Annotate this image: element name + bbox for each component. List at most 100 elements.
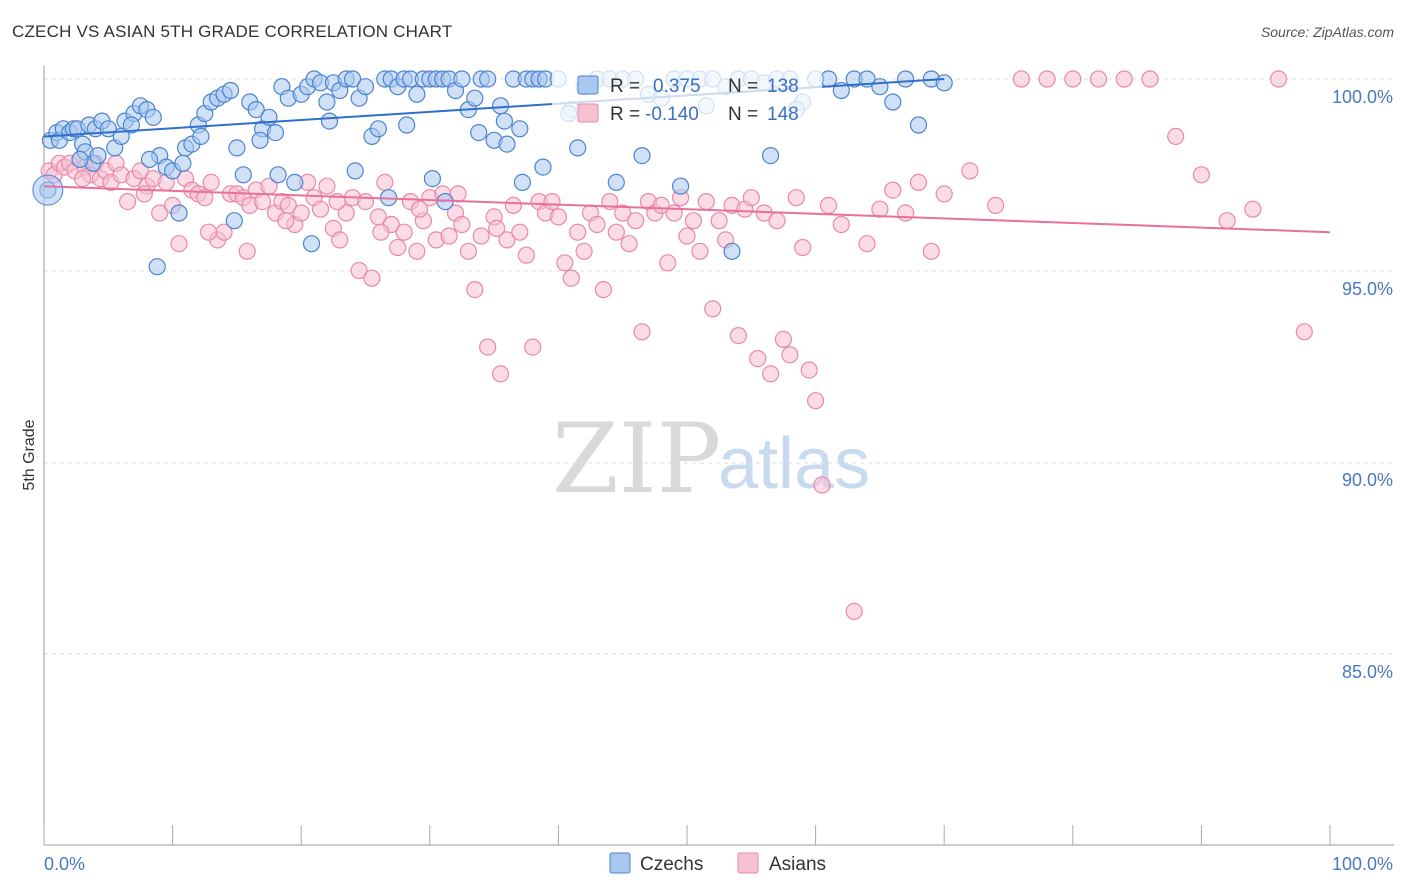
asian-point [800,361,818,379]
asian-point [691,242,709,260]
asian-point [1141,70,1159,88]
czech-point [234,166,252,184]
asian-point [710,212,728,230]
watermark-zip: ZIP [552,403,721,515]
asian-point [318,177,336,195]
y-tick-label-100: 100.0% [1332,87,1393,107]
asian-point [749,350,767,368]
czech-point [174,154,192,172]
asian-point [200,223,218,241]
asian-point [626,212,645,230]
chart-title: CZECH VS ASIAN 5TH GRADE CORRELATION CHA… [12,22,453,41]
czechs-legend-swatch [577,75,599,95]
asian-point [453,215,471,234]
asians-r-label: R = [610,104,640,125]
asians-points [40,70,1313,621]
asian-point [131,162,149,180]
czech-point [534,158,552,176]
czech-point [247,100,265,119]
asian-point [517,246,535,264]
czech-point [423,170,441,188]
asians-trend-line [43,185,1331,234]
asian-point [118,193,137,211]
asian-point [562,269,580,287]
asian-point [549,208,568,226]
asian-point [395,223,413,241]
czech-point [148,258,166,276]
asian-point [1064,70,1082,88]
asian-point [607,223,625,241]
asian-point [472,227,490,245]
czech-point [470,124,488,142]
legend-czechs-swatch [609,852,631,874]
x-axis-ticks [43,825,1331,845]
legend-czechs-label: Czechs [640,854,703,875]
czech-point [170,204,188,222]
asian-point [569,223,587,241]
asian-point [858,235,876,253]
czech-point [144,108,162,126]
asians-r-value: -0.140 [645,104,699,125]
asian-point [350,261,368,280]
czech-point [398,116,416,134]
asian-point [1115,70,1133,88]
czech-point [320,112,339,130]
czech-point [498,135,516,153]
czech-point [269,166,287,184]
czech-point [723,242,741,260]
czech-point [408,85,426,103]
asian-point [459,242,477,260]
asian-point [761,365,780,383]
czech-point [935,74,953,92]
asian-point [135,185,153,203]
czech-point [761,147,780,165]
asian-point [498,231,516,249]
czech-point [453,70,471,88]
asian-point [697,193,715,211]
y-axis-title: 5th Grade [21,419,38,490]
asian-point [704,300,722,318]
asian-point [684,212,703,230]
czech-point [569,139,587,157]
source-label: Source: ZipAtlas.com [1260,24,1394,40]
asian-point [410,200,429,218]
asian-point [1089,70,1108,88]
asian-point [794,238,812,257]
asian-point [575,242,593,260]
series-legend: Czechs Asians [609,852,826,875]
asian-point [1038,70,1056,88]
asian-point [170,235,188,253]
legend-asians-label: Asians [769,854,826,875]
czech-point [909,116,928,134]
asian-point [1192,166,1211,184]
czech-point [225,212,243,230]
asian-point [466,281,484,299]
x-tick-label-0: 0.0% [44,854,85,874]
czech-point [633,147,651,165]
asian-point [884,181,902,199]
asian-point [986,196,1005,214]
asians-n-value: 148 [767,104,799,125]
czech-point-large [32,174,64,206]
asian-point [408,242,426,260]
asian-point [678,227,696,245]
asian-point [594,281,613,299]
czech-point [71,150,89,168]
asian-point [277,212,295,230]
asian-point [781,346,799,364]
asian-point [665,204,683,222]
asian-point [73,170,92,188]
asian-point [819,196,838,214]
asian-point [556,254,574,272]
czech-point [607,173,625,191]
asian-point [524,338,542,356]
czech-point [466,89,484,107]
y-tick-label-85: 85.0% [1342,662,1393,682]
asian-point [588,215,606,234]
asian-point [813,476,831,494]
asian-point [1244,200,1262,218]
czech-point [346,162,364,180]
czech-point [192,127,210,145]
asian-point [479,338,497,356]
